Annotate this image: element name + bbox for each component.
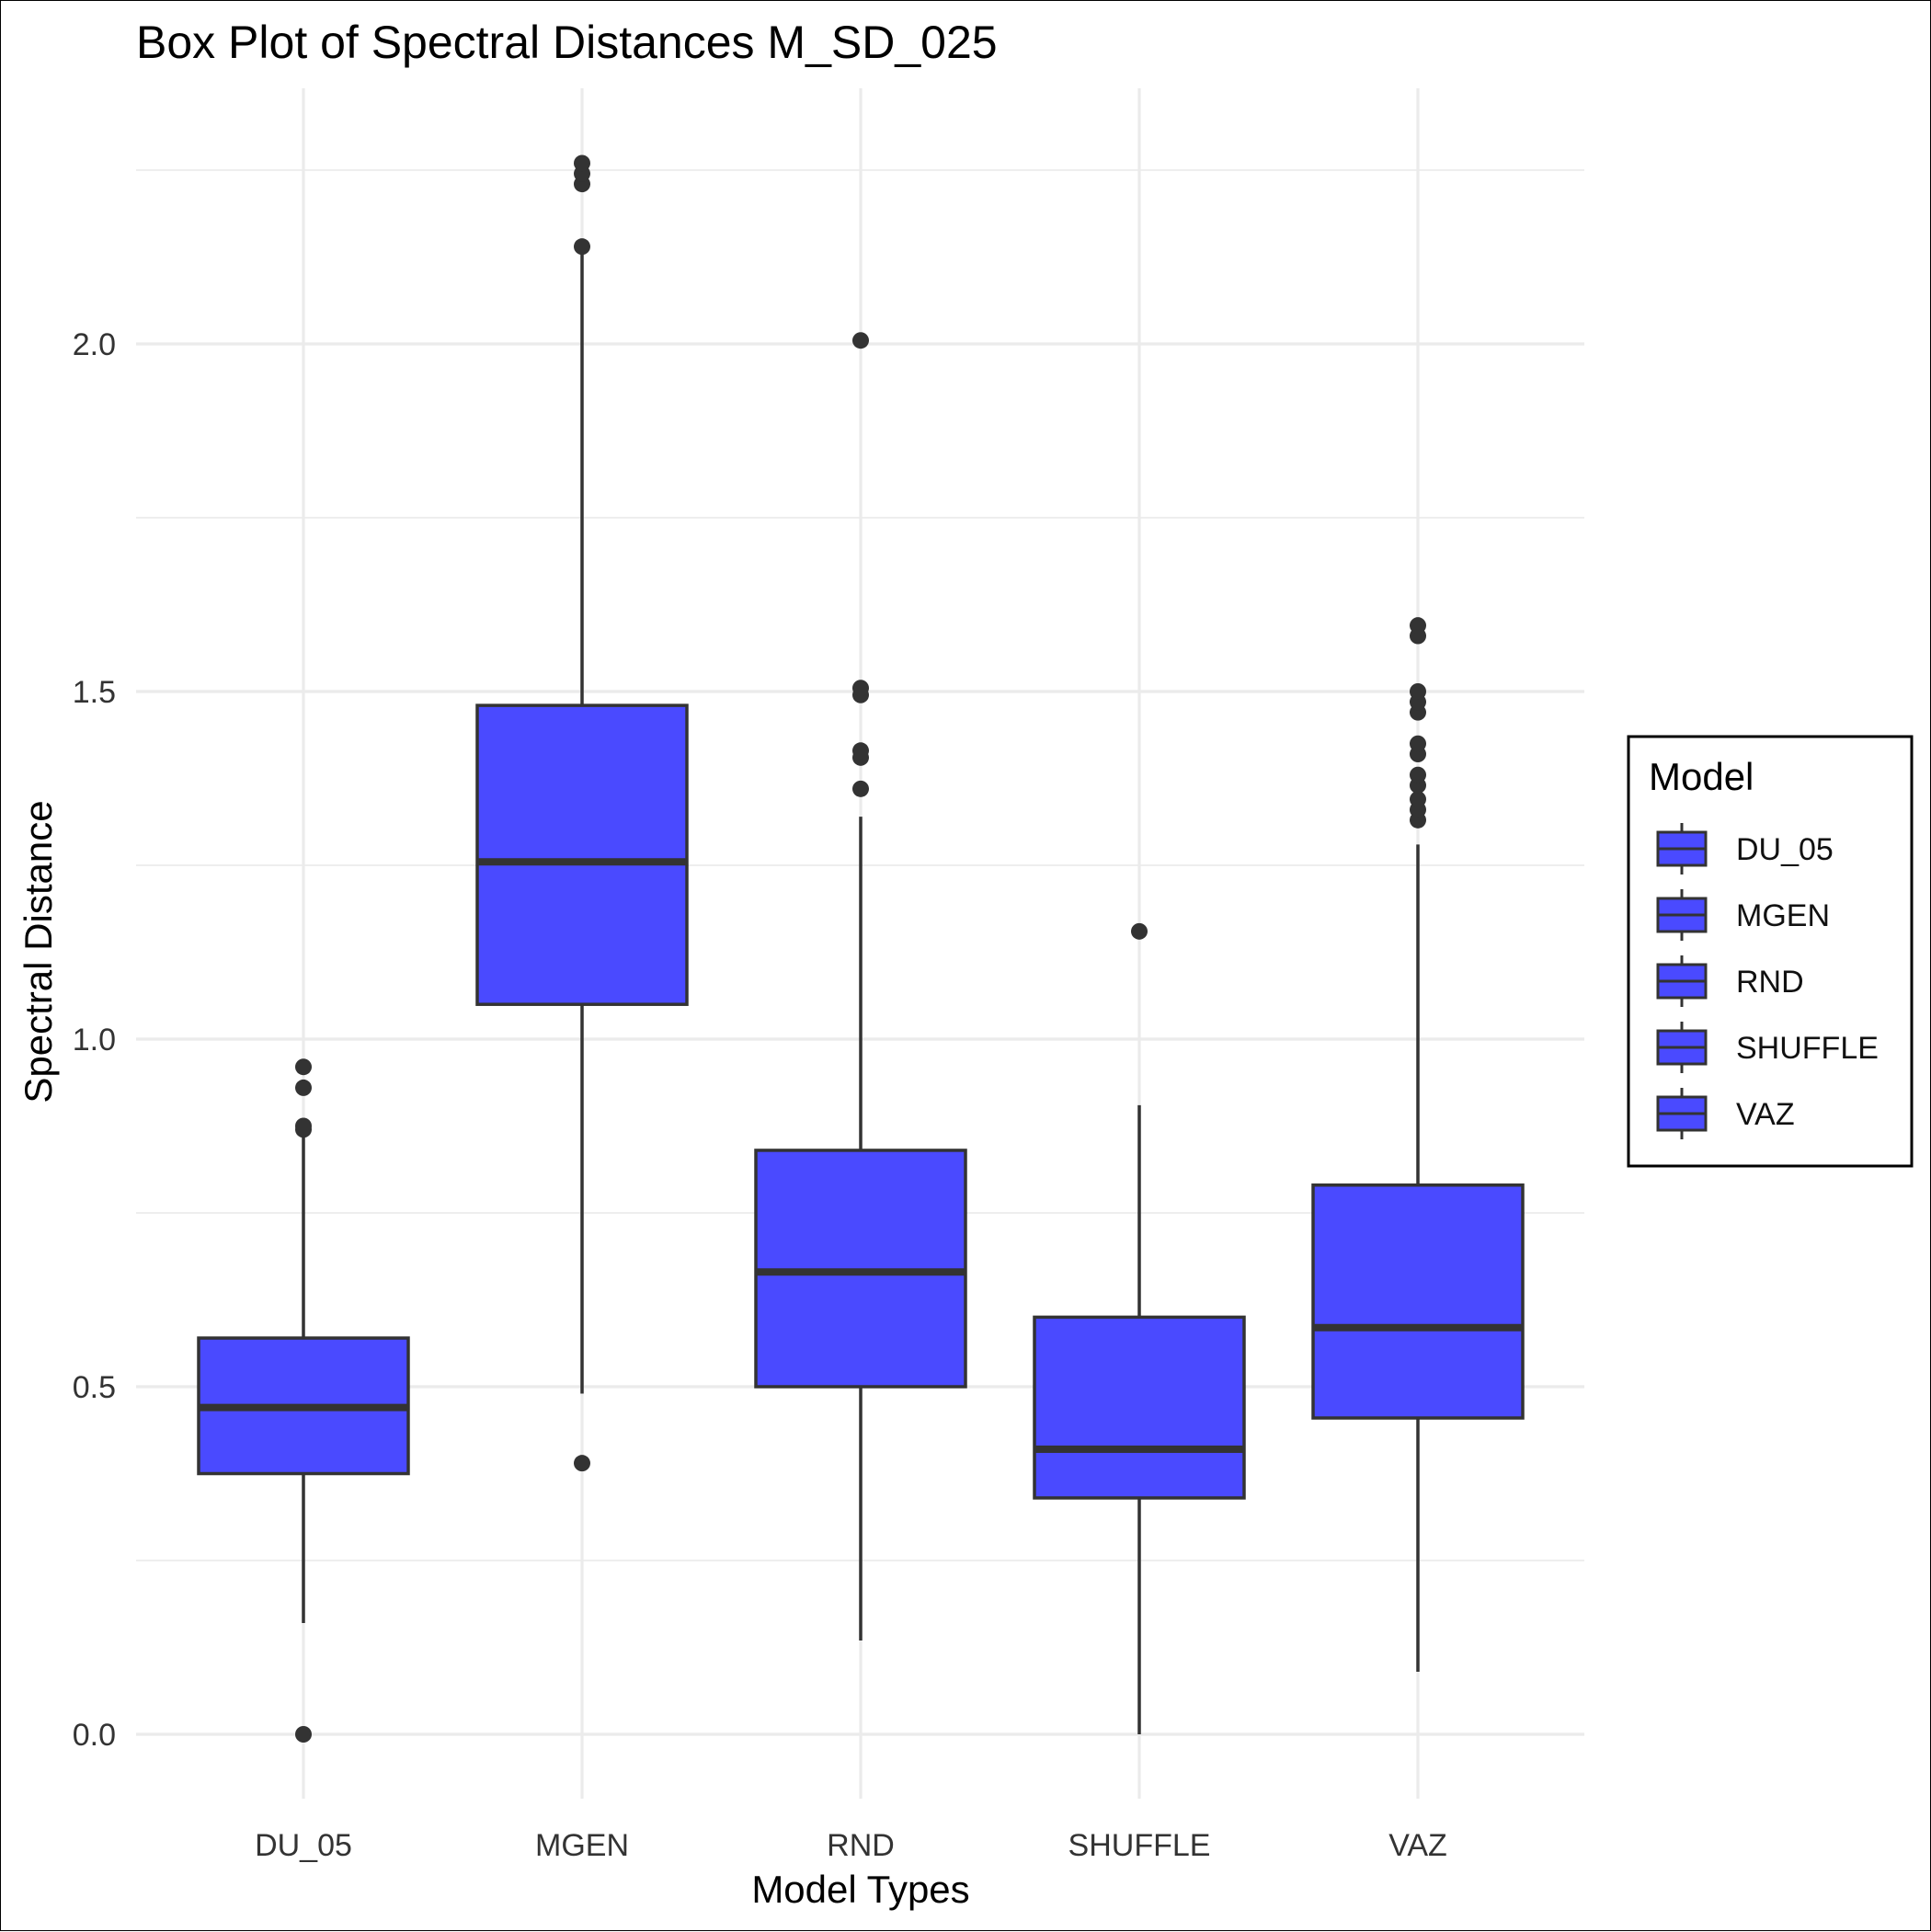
legend-item-mgen: MGEN bbox=[1656, 889, 1830, 941]
outlier-point bbox=[1410, 617, 1426, 634]
x-tick-label: VAZ bbox=[1388, 1828, 1447, 1863]
outlier-point bbox=[852, 742, 869, 760]
legend-label: MGEN bbox=[1736, 898, 1830, 933]
box-du_05 bbox=[197, 1058, 410, 1743]
legend-item-rnd: RND bbox=[1656, 955, 1804, 1007]
x-tick-label: MGEN bbox=[535, 1828, 629, 1863]
box-rnd bbox=[754, 332, 967, 1640]
x-tick-label: RND bbox=[827, 1828, 895, 1863]
y-tick-labels: 0.0 0.5 1.0 1.5 2.0 bbox=[73, 327, 116, 1753]
legend-box bbox=[1627, 735, 1914, 1168]
x-tick-label: SHUFFLE bbox=[1068, 1828, 1211, 1863]
box-iqr bbox=[1033, 1315, 1246, 1500]
y-tick-label: 0.5 bbox=[73, 1370, 116, 1405]
outlier-point bbox=[1410, 683, 1426, 700]
x-axis-title: Model Types bbox=[751, 1868, 969, 1911]
y-axis-title: Spectral Distance bbox=[17, 800, 60, 1103]
legend-label: RND bbox=[1736, 965, 1804, 1000]
box-mgen bbox=[475, 154, 689, 1472]
box-iqr bbox=[1311, 1183, 1525, 1420]
y-tick-label: 1.5 bbox=[73, 675, 116, 710]
legend: Model DU_05 MGEN RND SHUFFLE VAZ bbox=[1627, 735, 1914, 1168]
outlier-point bbox=[1410, 735, 1426, 752]
y-tick-label: 1.0 bbox=[73, 1023, 116, 1057]
outlier-point bbox=[295, 1058, 312, 1076]
outlier-point bbox=[852, 780, 869, 797]
outlier-point bbox=[295, 1117, 312, 1135]
legend-title: Model bbox=[1649, 755, 1754, 798]
outlier-point bbox=[852, 680, 869, 697]
legend-item-du_05: DU_05 bbox=[1656, 823, 1834, 875]
box-series bbox=[197, 154, 1525, 1743]
box-shuffle bbox=[1033, 922, 1246, 1734]
outlier-point bbox=[574, 154, 590, 172]
x-tick-label: DU_05 bbox=[255, 1828, 352, 1863]
outlier-point bbox=[574, 238, 590, 256]
box-iqr bbox=[475, 703, 689, 1006]
legend-items: DU_05 MGEN RND SHUFFLE VAZ bbox=[1656, 823, 1879, 1139]
legend-label: DU_05 bbox=[1736, 832, 1834, 867]
outlier-point bbox=[1131, 922, 1148, 940]
y-tick-label: 0.0 bbox=[73, 1718, 116, 1753]
outlier-point bbox=[295, 1079, 312, 1096]
outlier-point bbox=[1410, 791, 1426, 808]
legend-item-vaz: VAZ bbox=[1656, 1088, 1795, 1139]
outlier-point bbox=[1410, 766, 1426, 783]
y-tick-label: 2.0 bbox=[73, 327, 116, 362]
legend-label: VAZ bbox=[1736, 1097, 1795, 1132]
outlier-point bbox=[852, 332, 869, 349]
box-vaz bbox=[1311, 617, 1525, 1672]
legend-label: SHUFFLE bbox=[1736, 1031, 1879, 1066]
x-tick-labels: DU_05 MGEN RND SHUFFLE VAZ bbox=[255, 1828, 1447, 1863]
chart-title: Box Plot of Spectral Distances M_SD_025 bbox=[136, 17, 998, 68]
outlier-point bbox=[295, 1726, 312, 1743]
legend-item-shuffle: SHUFFLE bbox=[1656, 1022, 1879, 1073]
outlier-point bbox=[574, 1455, 590, 1472]
